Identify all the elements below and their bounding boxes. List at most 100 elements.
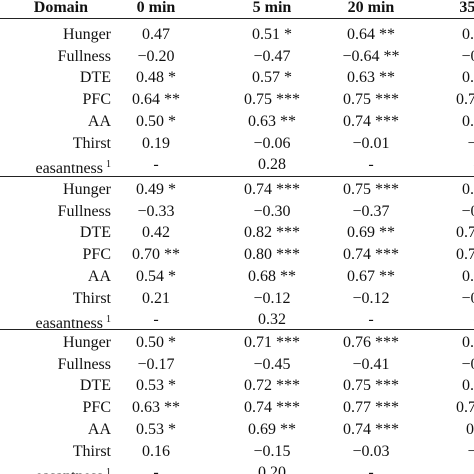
cell-35min: 0.6: [466, 420, 474, 438]
table-row: Thirst 0.21 −0.12 −0.12 −0.3: [0, 288, 474, 310]
cell-20min: −0.64 **: [342, 47, 400, 65]
row-label-text: Hunger: [63, 181, 111, 198]
cell-35min: −0: [467, 134, 474, 152]
row-label-text: easantness: [35, 160, 103, 178]
table-row: DTE 0.48 * 0.57 * 0.63 ** 0.61: [0, 67, 474, 89]
cell-35min: −0.2: [461, 202, 474, 220]
row-label: Hunger: [0, 24, 111, 46]
cell-20min: 0.67 **: [347, 267, 395, 285]
cell-35min: 0.61: [462, 69, 474, 87]
row-label: Fullness: [0, 354, 111, 376]
cell-20min: 0.63 **: [347, 69, 395, 87]
header-rule: [0, 18, 474, 19]
table-row: DTE 0.53 * 0.72 *** 0.75 *** 0.65: [0, 375, 474, 397]
header-col-35min: 35 m: [459, 0, 474, 16]
row-label-text: PFC: [82, 399, 111, 417]
row-label: Thirst: [0, 288, 111, 310]
cell-0min: 0.50 *: [136, 112, 176, 130]
cell-5min: 0.75 ***: [244, 91, 300, 109]
row-label-text: DTE: [79, 224, 111, 242]
cell-20min: 0.64 **: [347, 26, 395, 43]
cell-0min: -: [153, 311, 159, 329]
row-label: AA: [0, 419, 111, 441]
cell-5min: 0.32: [258, 311, 286, 329]
row-label-text: PFC: [82, 246, 111, 264]
row-label-text: Fullness: [57, 202, 111, 220]
cell-0min: 0.19: [142, 134, 170, 152]
row-label-text: Fullness: [57, 355, 111, 373]
row-label: Fullness: [0, 201, 111, 223]
cell-0min: 0.48 *: [136, 69, 176, 87]
cell-0min: 0.54 *: [136, 267, 176, 285]
cell-20min: -: [368, 464, 374, 474]
table-row: Hunger 0.49 * 0.74 *** 0.75 *** 0.61: [0, 179, 474, 201]
cell-20min: −0.12: [352, 289, 390, 307]
table-row: Fullness −0.33 −0.30 −0.37 −0.2: [0, 201, 474, 223]
cell-0min: 0.50 *: [136, 334, 176, 351]
table-row: Thirst 0.19 −0.06 −0.01 −0: [0, 133, 474, 155]
cell-0min: 0.47: [142, 26, 170, 43]
table-row: PFC 0.63 ** 0.74 *** 0.77 *** 0.76 *: [0, 397, 474, 419]
cell-5min: −0.15: [253, 442, 291, 460]
header-domain: Domain: [33, 0, 88, 16]
cell-5min: 0.57 *: [252, 69, 292, 87]
cell-20min: 0.75 ***: [343, 91, 399, 109]
cell-20min: −0.37: [352, 202, 390, 220]
cell-20min: 0.74 ***: [343, 420, 399, 438]
cell-0min: 0.70 **: [132, 246, 180, 264]
cell-0min: −0.17: [137, 355, 175, 373]
cell-5min: −0.45: [253, 355, 291, 373]
cell-20min: -: [368, 156, 374, 174]
cell-5min: 0.63 **: [248, 112, 296, 130]
cell-35min: -: [426, 309, 474, 331]
cell-0min: −0.20: [137, 47, 175, 65]
cell-5min: 0.74 ***: [244, 399, 300, 417]
group-divider-1: [0, 176, 474, 177]
cell-5min: 0.71 ***: [244, 334, 300, 351]
cell-20min: −0.41: [352, 355, 390, 373]
table-row: Fullness −0.20 −0.47 −0.64 ** −0.2: [0, 46, 474, 68]
row-label-text: Thirst: [72, 442, 111, 460]
footnote-marker: 1: [106, 467, 111, 474]
row-label-text: Thirst: [72, 134, 111, 152]
cell-20min: −0.01: [352, 134, 390, 152]
table-row: DTE 0.42 0.82 *** 0.69 ** 0.71 *: [0, 222, 474, 244]
cell-35min: 0.65: [462, 377, 474, 395]
table-row: Hunger 0.47 0.51 * 0.64 ** 0.49: [0, 24, 474, 46]
row-label: PFC: [0, 89, 111, 111]
cell-35min: 0.61: [462, 181, 474, 198]
cell-5min: 0.68 **: [248, 267, 296, 285]
cell-35min: 0.56: [462, 112, 474, 130]
row-label-text: DTE: [79, 69, 111, 87]
cell-5min: 0.28: [258, 156, 286, 174]
row-label-text: PFC: [82, 91, 111, 109]
row-label-text: Hunger: [63, 334, 111, 351]
table-row: AA 0.53 * 0.69 ** 0.74 *** 0.6: [0, 419, 474, 441]
cell-5min: 0.51 *: [252, 26, 292, 43]
row-label: DTE: [0, 222, 111, 244]
row-label-text: easantness: [35, 468, 103, 474]
row-label: PFC: [0, 397, 111, 419]
header-col-0min: 0 min: [136, 0, 176, 16]
cell-0min: 0.53 *: [136, 377, 176, 395]
header-col-20min: 20 min: [347, 0, 395, 16]
table-row: Thirst 0.16 −0.15 −0.03 −0: [0, 441, 474, 463]
row-label: PFC: [0, 244, 111, 266]
cell-5min: −0.47: [253, 47, 291, 65]
row-label: Hunger: [0, 179, 111, 201]
cell-35min: 0.53: [462, 334, 474, 351]
row-label: Fullness: [0, 46, 111, 68]
cell-5min: −0.06: [253, 134, 291, 152]
cell-35min: 0.76 *: [456, 399, 474, 417]
cell-35min: 0.74 *: [456, 91, 474, 109]
cell-5min: 0.69 **: [248, 420, 296, 438]
row-label-text: Fullness: [57, 47, 111, 65]
table-row: Hunger 0.50 * 0.71 *** 0.76 *** 0.53: [0, 332, 474, 354]
row-label: AA: [0, 266, 111, 288]
cell-0min: 0.63 **: [132, 399, 180, 417]
cell-5min: 0.80 ***: [244, 246, 300, 264]
